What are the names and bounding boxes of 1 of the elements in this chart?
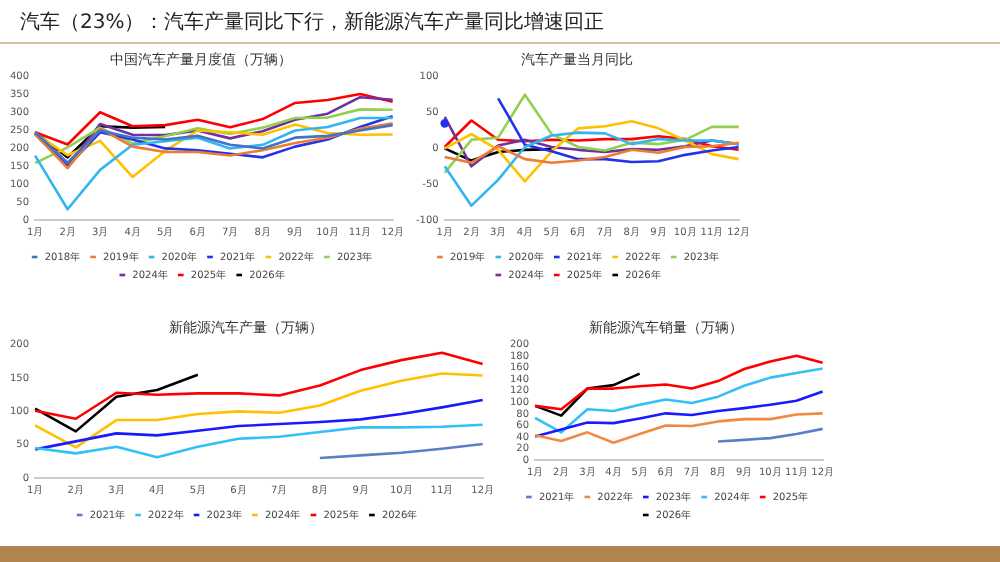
text: 汽车（23%）：汽车产量同比下行，新能源汽车产量同比增速回正: [20, 9, 605, 36]
